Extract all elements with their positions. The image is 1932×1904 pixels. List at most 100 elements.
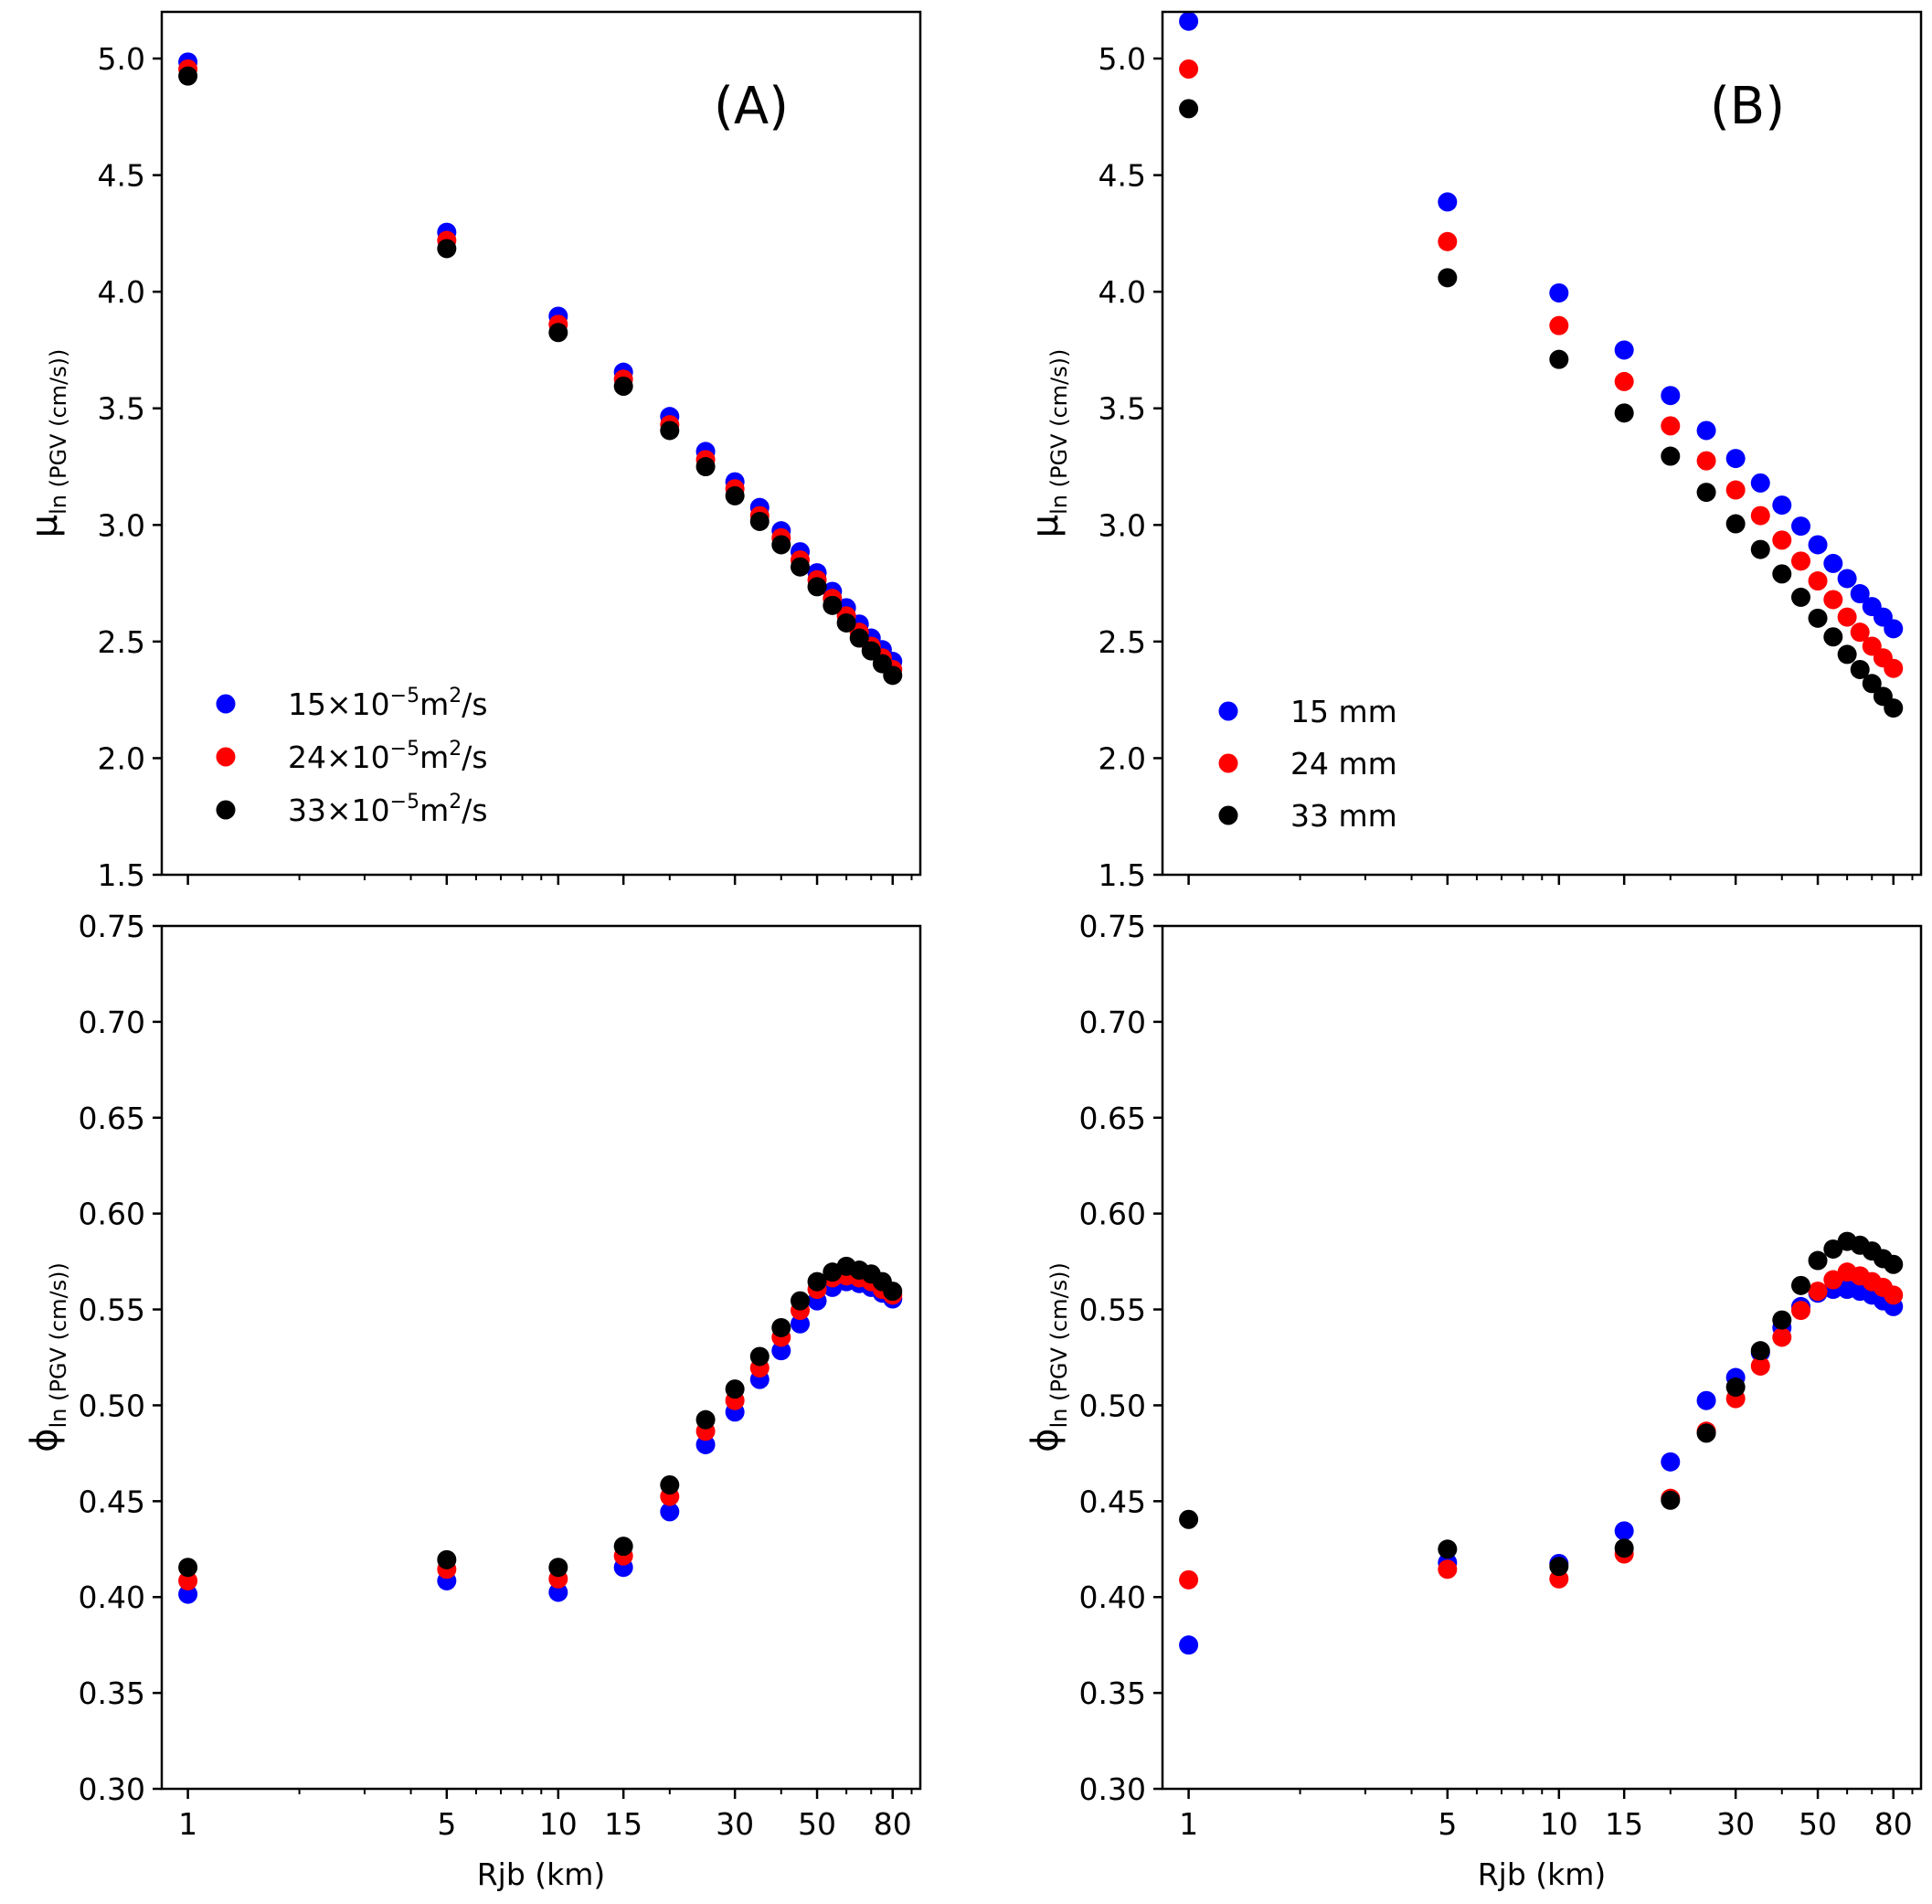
data-point [1791, 1275, 1811, 1295]
y-tick-label: 3.0 [98, 507, 145, 543]
data-point [1808, 1250, 1828, 1271]
data-point [1750, 473, 1770, 493]
data-point [1823, 553, 1843, 573]
y-tick-label: 0.45 [1079, 1484, 1146, 1519]
y-axis-symbol: μ [24, 515, 66, 537]
y-tick-label: 0.40 [1079, 1580, 1146, 1615]
panel-b-top: 1.5 2.0 2.5 3.0 3.5 4.0 4.5 5.0 μln (PGV (cm/s))… [1024, 10, 1923, 893]
legend-base: 33×10 [288, 792, 390, 828]
data-point [1438, 1559, 1458, 1580]
data-point [1772, 495, 1792, 516]
data-point [548, 1582, 568, 1602]
data-point [1614, 1538, 1634, 1558]
y-tick-label: 0.70 [79, 1005, 145, 1040]
y-axis-symbol: ϕ [1024, 1428, 1067, 1452]
y-tick-label: 2.0 [1099, 740, 1146, 776]
data-point [437, 239, 457, 259]
data-point [1179, 1569, 1199, 1590]
data-point [1837, 644, 1857, 665]
data-point [1808, 571, 1828, 591]
data-point [178, 1558, 198, 1578]
legend-unit-exponent: 2 [449, 685, 462, 707]
data-point [1696, 1390, 1716, 1410]
data-point [1850, 659, 1870, 679]
panel-label: (B) [1710, 77, 1785, 136]
data-point [1808, 1282, 1828, 1302]
data-point [1179, 11, 1199, 31]
y-axis-label: μln (PGV (cm/s)) [24, 349, 71, 538]
data-point [1179, 1509, 1199, 1529]
legend-tail: /s [462, 686, 487, 722]
y-axis-label: ϕln (PGV (cm/s)) [24, 1262, 71, 1452]
y-tick-label: 1.5 [1099, 857, 1146, 893]
y-tick-label: 0.50 [1079, 1388, 1146, 1423]
y-axis-subscript: ln (PGV (cm/s)) [46, 349, 71, 515]
panel-label: (A) [714, 77, 789, 136]
y-tick-label: 3.0 [1099, 507, 1146, 543]
legend-label: 33×10−5m2/s [288, 791, 488, 828]
data-point [1772, 564, 1792, 584]
data-point [1791, 587, 1811, 607]
data-point [1549, 1557, 1569, 1577]
y-tick-label: 4.0 [98, 274, 145, 310]
legend-unit: m [419, 739, 449, 775]
data-point [695, 1409, 716, 1430]
data-point [178, 66, 198, 86]
data-point [861, 641, 881, 661]
data-point [1696, 451, 1716, 471]
data-point [1791, 1301, 1811, 1321]
plot-frame [160, 924, 922, 1791]
y-tick-label: 0.55 [1079, 1292, 1146, 1328]
data-point [1725, 1377, 1746, 1398]
legend-marker [216, 694, 236, 714]
legend-label: 24×10−5m2/s [288, 738, 488, 775]
legend-label: 24 mm [1290, 746, 1397, 782]
data-point [1884, 1254, 1904, 1274]
data-point [1549, 315, 1569, 335]
data-point [613, 376, 633, 396]
data-point [548, 1558, 568, 1578]
legend-label: 15×10−5m2/s [288, 685, 488, 722]
data-point [883, 1282, 903, 1302]
y-tick-label: 0.60 [1079, 1197, 1146, 1232]
data-point [1438, 192, 1458, 212]
x-tick-label: 15 [604, 1806, 642, 1842]
data-point [1549, 349, 1569, 369]
data-point [725, 485, 745, 505]
x-tick-label: 5 [1438, 1806, 1457, 1842]
data-point [1438, 1539, 1458, 1559]
y-tick-label: 4.0 [1099, 274, 1146, 310]
data-point [883, 665, 903, 686]
data-point [695, 1434, 716, 1454]
data-point [771, 1317, 791, 1337]
data-point [1725, 514, 1746, 534]
y-axis-symbol: ϕ [24, 1428, 66, 1452]
data-point [1791, 516, 1811, 537]
y-tick-label: 0.45 [79, 1484, 145, 1519]
data-point [1614, 1521, 1634, 1541]
data-point [1750, 539, 1770, 559]
data-point [1661, 416, 1681, 436]
data-point [791, 1314, 811, 1334]
x-tick-label: 1 [178, 1806, 197, 1842]
data-point [791, 1291, 811, 1311]
y-tick-label: 5.0 [1099, 41, 1146, 77]
data-point [849, 628, 869, 648]
data-point [660, 420, 680, 441]
y-tick-label: 1.5 [98, 857, 145, 893]
legend-tail: /s [462, 792, 487, 828]
data-point [1661, 446, 1681, 466]
y-tick-label: 3.5 [98, 391, 145, 427]
legend-base: 24×10 [288, 739, 390, 775]
data-point [1772, 1327, 1792, 1347]
legend-marker [216, 800, 236, 820]
y-tick-label: 5.0 [98, 41, 145, 77]
data-point [1179, 59, 1199, 80]
data-point [791, 557, 811, 577]
data-point [1661, 386, 1681, 406]
x-tick-label: 80 [874, 1806, 912, 1842]
x-axis-label: Rjb (km) [1478, 1856, 1607, 1892]
legend-unit: m [419, 792, 449, 828]
data-point [1725, 449, 1746, 469]
data-point [1661, 1452, 1681, 1472]
